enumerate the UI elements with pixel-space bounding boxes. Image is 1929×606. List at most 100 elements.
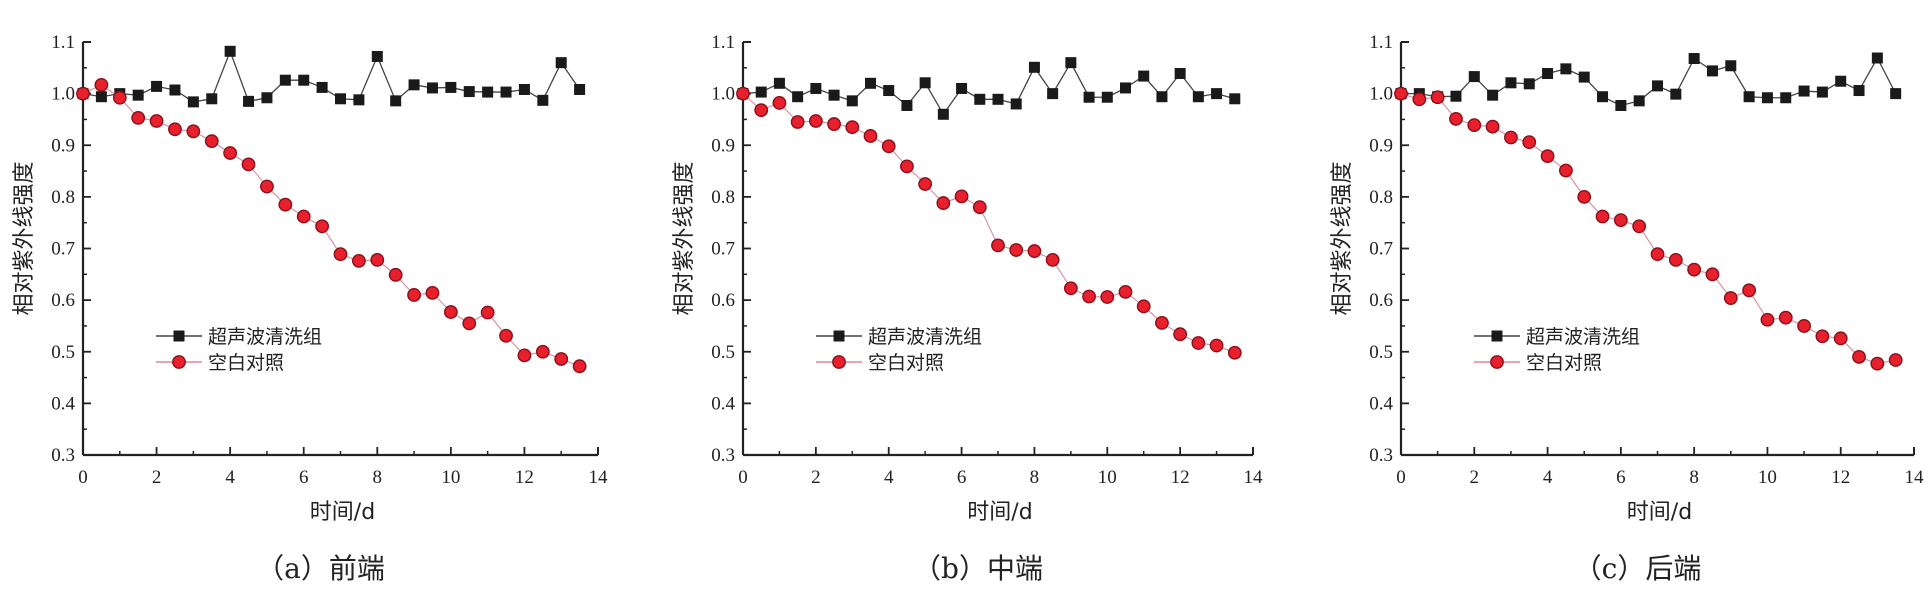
data-point-square	[1780, 92, 1792, 104]
data-point-square	[828, 89, 840, 101]
x-tick-label: 8	[1030, 467, 1040, 488]
data-point-circle	[1118, 284, 1133, 299]
data-point-square	[482, 86, 494, 98]
data-point-circle	[76, 86, 90, 101]
x-tick-label: 6	[1616, 467, 1626, 488]
y-tick-label: 0.4	[51, 393, 75, 414]
data-point-circle	[900, 159, 914, 174]
x-tick-label: 14	[1905, 467, 1925, 488]
data-point-circle	[535, 344, 550, 359]
data-point-square	[187, 96, 199, 108]
data-point-circle	[845, 120, 860, 135]
data-point-circle	[1485, 119, 1500, 134]
legend-marker-circle	[832, 355, 846, 369]
data-point-circle	[1449, 112, 1463, 126]
y-tick-label: 0.3	[1369, 445, 1393, 466]
data-point-square	[279, 74, 291, 86]
x-tick-label: 8	[1689, 467, 1699, 488]
data-point-circle	[1082, 289, 1096, 304]
data-point-circle	[1632, 219, 1647, 234]
x-tick-label: 0	[78, 467, 88, 488]
series-line	[82, 49, 581, 103]
data-point-circle	[462, 316, 477, 331]
data-point-circle	[223, 146, 238, 160]
data-point-square	[1578, 71, 1590, 83]
y-tick-label: 1.0	[1369, 84, 1393, 105]
data-point-circle	[1815, 329, 1830, 344]
data-point-circle	[1650, 247, 1665, 262]
data-point-circle	[1045, 252, 1060, 267]
x-tick-label: 14	[1244, 467, 1264, 488]
data-point-square	[1523, 78, 1535, 90]
data-point-circle	[754, 103, 769, 118]
data-point-square	[974, 93, 986, 105]
data-point-circle	[260, 179, 274, 194]
data-point-circle	[827, 117, 841, 131]
data-point-square	[445, 81, 457, 93]
data-point-circle	[1595, 209, 1610, 224]
series-ultrasonic	[77, 45, 586, 108]
data-point-square	[95, 91, 107, 103]
y-tick-label: 0.7	[711, 239, 735, 260]
data-point-circle	[131, 110, 146, 125]
data-point-circle	[1027, 244, 1042, 258]
data-point-circle	[1209, 338, 1224, 353]
data-point-circle	[296, 209, 311, 224]
data-point-square	[151, 80, 163, 92]
data-point-circle	[1778, 310, 1793, 325]
data-point-circle	[1540, 149, 1555, 163]
data-point-circle	[425, 285, 440, 300]
data-point-circle	[1833, 331, 1848, 346]
data-point-square	[1761, 92, 1773, 104]
data-point-square	[206, 93, 218, 105]
x-tick-label: 4	[884, 467, 894, 488]
series-ultrasonic	[737, 57, 1241, 120]
series-line	[82, 84, 580, 367]
data-point-circle	[370, 252, 385, 267]
data-point-circle	[480, 305, 495, 320]
data-point-circle	[1705, 267, 1720, 282]
data-point-square	[224, 45, 236, 57]
data-point-square	[1211, 88, 1223, 100]
data-point-square	[1835, 75, 1847, 87]
data-point-square	[1706, 65, 1718, 77]
data-point-circle	[388, 267, 403, 282]
data-point-circle	[1227, 345, 1242, 360]
data-point-square	[555, 57, 567, 69]
y-tick-label: 0.7	[1369, 239, 1393, 260]
series-control	[1394, 86, 1903, 371]
y-tick-label: 1.0	[711, 84, 735, 105]
data-point-circle	[517, 348, 532, 363]
data-point-square	[298, 74, 310, 86]
y-tick-label: 0.3	[711, 445, 735, 466]
data-point-circle	[1723, 291, 1738, 305]
y-tick-label: 0.6	[711, 290, 735, 311]
y-tick-label: 0.7	[51, 239, 75, 260]
panel-caption: （c）后端	[1574, 552, 1702, 585]
chart-panel-b: 0.3 0.4 0.5 0.6 0.7 0.8 0.9 1.0 1.1 0 2 4 6 8 10 12 14 相对…	[672, 32, 1263, 585]
data-point-square	[1065, 57, 1077, 69]
data-point-square	[243, 95, 255, 107]
data-point-circle	[443, 305, 458, 319]
data-point-circle	[918, 177, 933, 191]
x-axis-title: 时间/d	[967, 500, 1032, 525]
data-point-circle	[1522, 135, 1537, 150]
legend-marker-square	[833, 330, 845, 342]
data-point-circle	[149, 114, 164, 128]
x-tick-label: 10	[441, 467, 460, 488]
data-point-square	[901, 99, 913, 111]
data-point-square	[956, 82, 968, 94]
data-point-circle	[1760, 312, 1775, 327]
data-point-square	[537, 94, 549, 106]
y-tick-label: 0.9	[51, 135, 75, 156]
data-point-circle	[1173, 327, 1188, 342]
y-tick-label: 0.5	[711, 342, 735, 363]
x-tick-label: 0	[738, 467, 748, 488]
data-point-square	[1560, 63, 1572, 75]
data-point-circle	[808, 114, 823, 128]
data-point-circle	[333, 247, 348, 262]
legend-label: 空白对照	[868, 352, 944, 374]
y-tick-label: 0.9	[1369, 135, 1393, 156]
series-control	[76, 77, 587, 374]
